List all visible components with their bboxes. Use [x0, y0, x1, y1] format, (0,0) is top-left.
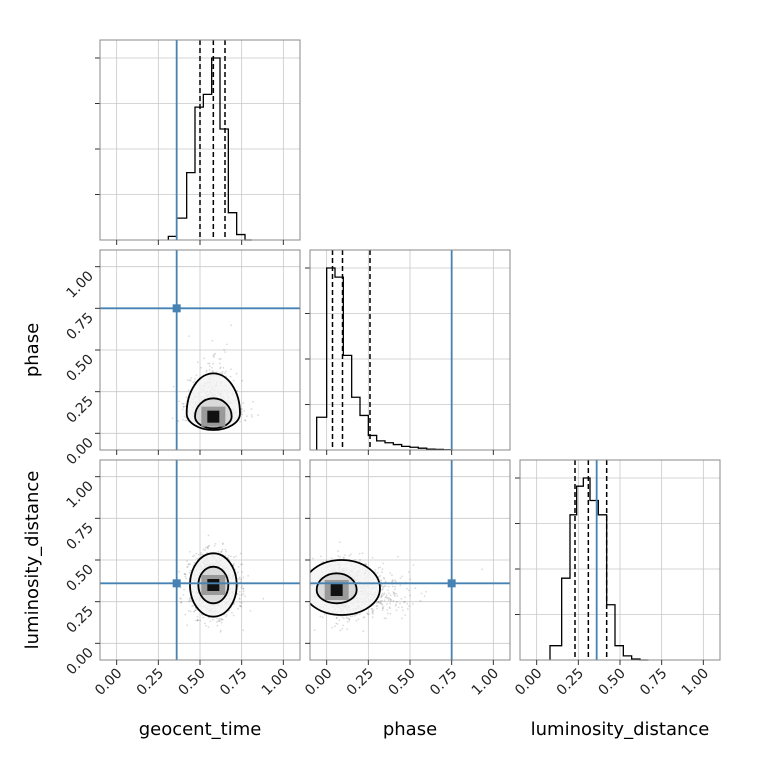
joint-geocent-time-vs-luminosity-distance-xticklabel-4: 1.00 [259, 666, 292, 699]
joint-geocent-time-vs-luminosity-distance-xticklabel-3: 0.75 [217, 666, 250, 699]
joint-geocent-time-vs-luminosity-distance-panel: 0.00 0.25 0.50 0.75 1.000.000.250.500.751.00 [63, 459, 301, 699]
hist-phase-panel [305, 249, 511, 455]
ylabel-luminosity-distance: luminosity_distance [22, 471, 43, 650]
joint-geocent-time-vs-luminosity-distance-yticklabel-2: 0.50 [63, 562, 96, 595]
xlabel-phase: phase [383, 719, 437, 740]
joint-phase-vs-luminosity-distance-xticklabel-4: 1.00 [469, 666, 502, 699]
joint-geocent-time-vs-luminosity-distance-yticklabel-4: 1.00 [63, 478, 96, 511]
joint-phase-vs-luminosity-distance-xticklabel-2: 0.50 [385, 666, 418, 699]
joint-geocent-time-vs-luminosity-distance-plot-area [100, 460, 300, 660]
joint-geocent-time-vs-phase-density-peak [207, 410, 220, 423]
joint-geocent-time-vs-luminosity-distance-truth-marker [172, 579, 181, 588]
joint-geocent-time-vs-luminosity-distance-density-peak [207, 579, 220, 591]
joint-phase-vs-luminosity-distance-xticklabel-3: 0.75 [427, 666, 460, 699]
joint-phase-vs-luminosity-distance-xticklabel-1: 0.25 [344, 666, 377, 699]
joint-geocent-time-vs-luminosity-distance-xticklabel-2: 0.50 [175, 666, 208, 699]
joint-geocent-time-vs-luminosity-distance-yticklabel-1: 0.25 [63, 603, 96, 636]
joint-geocent-time-vs-phase-yticklabel-3: 0.75 [63, 310, 96, 343]
hist-luminosity-distance-bars [549, 477, 649, 661]
hist-geocent-time-panel [95, 39, 301, 245]
joint-geocent-time-vs-phase-truth-marker [172, 304, 181, 313]
joint-geocent-time-vs-phase-yticklabel-2: 0.50 [63, 352, 96, 385]
hist-phase-bars [316, 267, 453, 451]
y-axis-labels: phase luminosity_distance [22, 323, 43, 650]
joint-geocent-time-vs-luminosity-distance-yticklabel-3: 0.75 [63, 520, 96, 553]
hist-geocent-time-bars [167, 57, 252, 241]
joint-phase-vs-luminosity-distance-panel: 0.00 0.25 0.50 0.75 1.00 [302, 459, 511, 699]
joint-geocent-time-vs-luminosity-distance-yticklabel-0: 0.00 [63, 645, 96, 678]
xlabel-geocent-time: geocent_time [139, 719, 262, 740]
hist-luminosity-distance-xticklabel-1: 0.25 [554, 666, 587, 699]
joint-geocent-time-vs-phase-yticklabel-0: 0.00 [63, 435, 96, 468]
joint-phase-vs-luminosity-distance-plot-area [310, 460, 510, 660]
x-axis-labels: geocent_time phase luminosity_distance [139, 719, 710, 740]
joint-geocent-time-vs-phase-yticklabel-1: 0.25 [63, 393, 96, 426]
hist-luminosity-distance-xticklabel-0: 0.00 [512, 666, 545, 699]
ylabel-phase: phase [22, 323, 43, 377]
joint-geocent-time-vs-phase-plot-area [100, 250, 300, 450]
joint-geocent-time-vs-luminosity-distance-xticklabel-1: 0.25 [134, 666, 167, 699]
hist-luminosity-distance-panel: 0.00 0.25 0.50 0.75 1.00 [512, 459, 721, 699]
joint-geocent-time-vs-luminosity-distance-xticklabel-0: 0.00 [92, 666, 125, 699]
joint-phase-vs-luminosity-distance-xticklabel-0: 0.00 [302, 666, 335, 699]
joint-phase-vs-luminosity-distance-density-peak [330, 584, 343, 596]
xlabel-luminosity-distance: luminosity_distance [531, 719, 710, 740]
joint-phase-vs-luminosity-distance-truth-marker [447, 579, 456, 588]
hist-luminosity-distance-xticklabel-3: 0.75 [637, 666, 670, 699]
hist-luminosity-distance-xticklabel-2: 0.50 [595, 666, 628, 699]
hist-luminosity-distance-xticklabel-4: 1.00 [679, 666, 712, 699]
joint-geocent-time-vs-phase-panel: 0.00 0.25 0.50 0.75 1.00 [63, 249, 301, 468]
joint-geocent-time-vs-phase-yticklabel-4: 1.00 [63, 268, 96, 301]
